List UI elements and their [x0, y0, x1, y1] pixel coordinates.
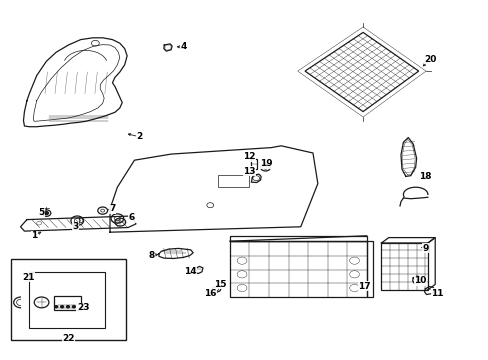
Circle shape [44, 212, 48, 215]
Text: 17: 17 [357, 282, 370, 291]
Circle shape [61, 306, 63, 308]
Text: 9: 9 [421, 244, 428, 253]
Text: 3: 3 [73, 222, 79, 231]
Text: 5: 5 [39, 208, 44, 217]
Text: 13: 13 [243, 166, 255, 175]
Text: 16: 16 [203, 289, 216, 298]
Bar [229, 241, 366, 297]
Text: 8: 8 [148, 251, 154, 260]
Text: 6: 6 [129, 213, 135, 222]
Text: 4: 4 [180, 42, 186, 51]
Text: 2: 2 [136, 132, 142, 141]
Text: 23: 23 [77, 303, 89, 312]
Text: 21: 21 [22, 273, 35, 282]
Bar [11, 259, 125, 340]
Circle shape [66, 306, 69, 308]
Bar [54, 296, 81, 310]
Bar [229, 236, 366, 241]
Text: 18: 18 [418, 172, 431, 181]
Bar [250, 159, 257, 169]
Text: 12: 12 [243, 152, 255, 161]
Bar [381, 243, 427, 290]
Text: 7: 7 [109, 204, 116, 213]
Text: 10: 10 [413, 276, 426, 285]
Circle shape [72, 306, 75, 308]
Text: 19: 19 [260, 159, 272, 168]
Circle shape [55, 306, 58, 308]
Bar [165, 45, 170, 50]
Text: 11: 11 [430, 289, 443, 298]
Bar [217, 175, 249, 187]
Bar [366, 241, 372, 297]
Text: 20: 20 [423, 55, 436, 64]
Bar [29, 272, 105, 328]
Text: 14: 14 [184, 267, 197, 276]
Text: 22: 22 [62, 334, 75, 343]
Text: 15: 15 [213, 280, 226, 289]
Text: 1: 1 [31, 231, 37, 240]
